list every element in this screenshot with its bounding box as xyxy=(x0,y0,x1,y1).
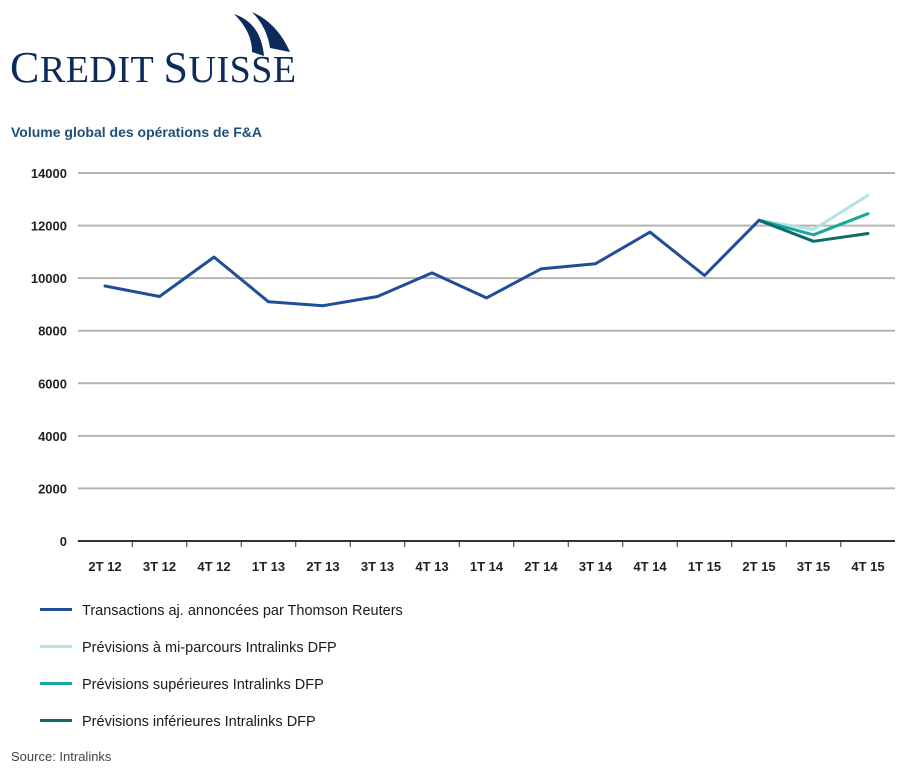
x-tick-label: 4T 13 xyxy=(415,559,448,574)
x-tick-label: 2T 14 xyxy=(524,559,558,574)
series-line-2 xyxy=(757,212,870,237)
y-tick-label: 10000 xyxy=(31,271,67,286)
line-chart: 0 2000 4000 6000 8000 10000 12000 14000 2T 12 3T … xyxy=(31,166,895,574)
x-tick-label: 4T 14 xyxy=(633,559,667,574)
x-tick-label: 2T 13 xyxy=(306,559,339,574)
chart-title: Volume global des opérations de F&A xyxy=(11,124,262,140)
y-tick-label: 4000 xyxy=(38,429,67,444)
x-tick-label: 4T 15 xyxy=(851,559,884,574)
legend-item-upper-forecast: Prévisions supérieures Intralinks DFP xyxy=(40,677,324,693)
y-tick-label: 12000 xyxy=(31,219,67,234)
legend-swatch xyxy=(40,681,72,685)
y-tick-label: 14000 xyxy=(31,166,67,181)
sails-icon xyxy=(234,12,290,56)
brand-name: CREDIT SUISSE xyxy=(10,43,297,92)
legend-swatch xyxy=(40,644,72,648)
y-tick-label: 0 xyxy=(60,534,67,549)
x-tick-label: 2T 15 xyxy=(742,559,775,574)
legend-item-thomson-reuters: Transactions aj. annoncées par Thomson R… xyxy=(40,603,403,619)
y-tick-label: 6000 xyxy=(38,376,67,391)
x-tick-label: 3T 14 xyxy=(579,559,613,574)
credit-suisse-logo: CREDIT SUISSE xyxy=(8,8,298,92)
series-line-1 xyxy=(757,193,870,231)
x-tick-label: 3T 13 xyxy=(361,559,394,574)
x-tick-label: 1T 14 xyxy=(470,559,504,574)
legend-item-lower-forecast: Prévisions inférieures Intralinks DFP xyxy=(40,714,316,730)
x-tick-label: 1T 13 xyxy=(252,559,285,574)
x-tick-label: 2T 12 xyxy=(88,559,121,574)
series-line-3 xyxy=(757,218,870,243)
x-tick-label: 3T 12 xyxy=(143,559,176,574)
legend-swatch xyxy=(40,718,72,722)
x-tick-label: 3T 15 xyxy=(797,559,830,574)
x-tick-label: 1T 15 xyxy=(688,559,721,574)
y-tick-label: 8000 xyxy=(38,324,67,339)
x-tick-label: 4T 12 xyxy=(197,559,230,574)
legend-swatch xyxy=(40,607,72,611)
y-tick-label: 2000 xyxy=(38,481,67,496)
series-line-0 xyxy=(103,218,761,308)
source-note: Source: Intralinks xyxy=(11,749,112,764)
legend-item-mid-forecast: Prévisions à mi-parcours Intralinks DFP xyxy=(40,640,337,656)
